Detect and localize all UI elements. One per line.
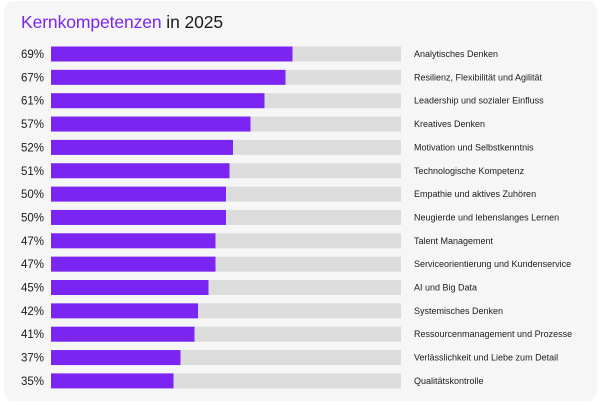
bar-row: 37% Verlässlichkeit und Liebe zum Detail bbox=[21, 350, 558, 366]
bar-row: 57% Kreatives Denken bbox=[21, 116, 485, 132]
bar bbox=[51, 326, 195, 342]
bar-value-label: 45% bbox=[21, 283, 44, 295]
bar-value-label: 50% bbox=[21, 212, 44, 224]
bar bbox=[51, 256, 216, 272]
bar bbox=[51, 186, 226, 202]
bar bbox=[51, 69, 286, 85]
bar bbox=[51, 163, 230, 179]
category-label: Neugierde und lebenslanges Lernen bbox=[414, 212, 559, 222]
bar-row: 69% Analytisches Denken bbox=[21, 46, 498, 62]
category-label: Talent Management bbox=[414, 236, 494, 246]
bar-row: 51% Technologische Kompetenz bbox=[21, 163, 525, 179]
category-label: Leadership und sozialer Einfluss bbox=[414, 96, 544, 106]
bar-value-label: 50% bbox=[21, 189, 44, 201]
bar-value-label: 57% bbox=[21, 119, 44, 131]
bar-row: 42% Systemisches Denken bbox=[21, 303, 503, 319]
bar bbox=[51, 233, 216, 249]
bar bbox=[51, 303, 198, 319]
bar-value-label: 69% bbox=[21, 49, 44, 61]
bar-value-label: 51% bbox=[21, 166, 44, 178]
bar bbox=[51, 373, 174, 389]
bar-value-label: 67% bbox=[21, 72, 44, 84]
bar bbox=[51, 209, 226, 225]
bar-row: 50% Empathie und aktives Zuhören bbox=[21, 186, 536, 202]
bar-row: 35% Qualitätskontrolle bbox=[21, 373, 484, 389]
bar bbox=[51, 350, 181, 366]
bar-row: 45% AI und Big Data bbox=[21, 280, 477, 295]
bar-value-label: 52% bbox=[21, 142, 44, 154]
category-label: Systemisches Denken bbox=[414, 306, 503, 316]
category-label: Technologische Kompetenz bbox=[414, 166, 525, 176]
bar-value-label: 47% bbox=[21, 259, 44, 271]
bar-value-label: 41% bbox=[21, 329, 44, 341]
bar-row: 47% Serviceorientierung und Kundenservice bbox=[21, 256, 571, 272]
category-label: Ressourcenmanagement und Prozesse bbox=[414, 329, 572, 339]
chart-title-highlight: Kernkompetenzen bbox=[21, 12, 162, 32]
bar-value-label: 37% bbox=[21, 353, 44, 365]
bar-row: 52% Motivation und Selbstkenntnis bbox=[21, 139, 534, 155]
category-label: AI und Big Data bbox=[414, 283, 477, 293]
category-label: Verlässlichkeit und Liebe zum Detail bbox=[414, 353, 558, 363]
bar-row: 41% Ressourcenmanagement und Prozesse bbox=[21, 326, 572, 342]
category-label: Analytisches Denken bbox=[414, 49, 498, 59]
bar-row: 67% Resilienz, Flexibilität und Agilität bbox=[21, 69, 543, 85]
chart-title-rest: in 2025 bbox=[161, 12, 224, 32]
category-label: Qualitätskontrolle bbox=[414, 376, 484, 386]
bar-value-label: 35% bbox=[21, 376, 44, 388]
bar-row: 50% Neugierde und lebenslanges Lernen bbox=[21, 209, 559, 225]
category-label: Kreatives Denken bbox=[414, 119, 485, 129]
chart-title: Kernkompetenzen in 2025 bbox=[21, 9, 223, 35]
category-label: Serviceorientierung und Kundenservice bbox=[414, 259, 571, 269]
bar-value-label: 61% bbox=[21, 96, 44, 108]
bar bbox=[51, 93, 265, 109]
bar bbox=[51, 280, 209, 295]
bar bbox=[51, 139, 233, 155]
bar-row: 61% Leadership und sozialer Einfluss bbox=[21, 93, 544, 109]
bar-row: 47% Talent Management bbox=[21, 233, 494, 249]
category-label: Resilienz, Flexibilität und Agilität bbox=[414, 72, 543, 82]
bar bbox=[51, 46, 293, 62]
bar-value-label: 47% bbox=[21, 236, 44, 248]
category-label: Empathie und aktives Zuhören bbox=[414, 189, 536, 199]
bar bbox=[51, 116, 251, 132]
category-label: Motivation und Selbstkenntnis bbox=[414, 142, 534, 152]
bar-value-label: 42% bbox=[21, 306, 44, 318]
